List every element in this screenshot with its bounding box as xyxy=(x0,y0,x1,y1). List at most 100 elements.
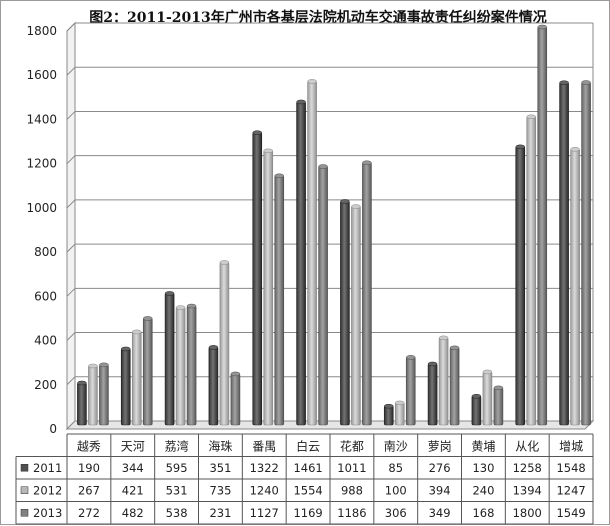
y-tick-label: 200 xyxy=(34,378,57,392)
y-tick-label: 1800 xyxy=(26,24,57,38)
bar-cap-2012-番禺 xyxy=(263,148,273,154)
bar-cap-2012-天河 xyxy=(132,329,142,335)
bar-cap-2012-从化 xyxy=(526,114,536,120)
bar-2013-萝岗 xyxy=(449,347,460,426)
table-cell: 1169 xyxy=(293,506,322,520)
bar-2012-增城 xyxy=(570,148,580,426)
bar-cap-2013-越秀 xyxy=(99,362,109,368)
bar-cap-2011-荔湾 xyxy=(164,291,175,296)
category-label: 白云 xyxy=(296,438,320,453)
category-label: 南沙 xyxy=(384,438,408,453)
bar-cap-2013-花都 xyxy=(362,160,372,166)
bar-2013-荔湾 xyxy=(186,305,197,426)
chart-title: 图2：2011-2013年广州市各基层法院机动车交通事故责任纠纷案件情况 xyxy=(89,9,546,26)
category-label: 荔湾 xyxy=(165,438,189,453)
y-tick-label: 0 xyxy=(49,422,57,436)
table-cell: 1461 xyxy=(293,461,322,475)
y-tick-label: 1000 xyxy=(26,201,57,215)
bar-2012-海珠 xyxy=(219,262,230,426)
bar-cap-2011-天河 xyxy=(121,346,131,352)
bar-cap-2012-花都 xyxy=(351,204,361,209)
table-cell: 1186 xyxy=(337,506,366,520)
table-cell: 267 xyxy=(78,483,100,497)
table-cell: 988 xyxy=(341,483,363,497)
category-label: 天河 xyxy=(121,439,145,453)
bar-cap-2011-南沙 xyxy=(384,403,394,409)
gridline xyxy=(66,287,593,297)
category-label: 黄埔 xyxy=(471,439,495,453)
gridline xyxy=(66,199,593,209)
bar-2011-海珠 xyxy=(208,347,219,426)
y-tick-label: 600 xyxy=(34,289,57,303)
bar-cap-2013-南沙 xyxy=(406,355,416,360)
back-wall xyxy=(75,23,593,421)
table-cell: 1127 xyxy=(250,506,279,520)
y-tick-label: 400 xyxy=(34,334,57,348)
bar-cap-2012-荔湾 xyxy=(175,305,186,310)
bar-2012-越秀 xyxy=(88,365,98,426)
bar-2013-花都 xyxy=(362,162,372,426)
bar-cap-2011-海珠 xyxy=(208,345,219,350)
bar-cap-2011-增城 xyxy=(559,80,569,85)
bar-cap-2011-花都 xyxy=(340,199,350,204)
table-cell: 276 xyxy=(429,461,451,475)
bar-cap-2013-番禺 xyxy=(274,173,284,179)
legend-swatch xyxy=(20,486,29,494)
bar-2011-黄埔 xyxy=(471,395,482,426)
y-tick-label: 1600 xyxy=(26,68,57,82)
gridline xyxy=(66,332,593,341)
bar-2013-南沙 xyxy=(405,357,416,426)
gridline xyxy=(66,376,593,386)
bar-2011-增城 xyxy=(559,82,569,426)
table-cell: 344 xyxy=(122,461,144,475)
category-label: 萝岗 xyxy=(428,439,452,453)
table-cell: 190 xyxy=(78,461,100,475)
table-cell: 1394 xyxy=(513,483,542,497)
bar-2011-从化 xyxy=(515,146,526,426)
bar-layer xyxy=(77,24,591,426)
table-cell: 531 xyxy=(166,483,188,497)
bar-2012-天河 xyxy=(131,331,142,426)
bar-cap-2011-从化 xyxy=(515,144,525,150)
bar-2011-南沙 xyxy=(383,405,394,426)
table-cell: 306 xyxy=(385,506,407,520)
bar-2012-黄埔 xyxy=(482,371,493,426)
bar-cap-2011-番禺 xyxy=(252,130,262,135)
bar-2012-南沙 xyxy=(394,402,405,426)
gridline xyxy=(66,66,593,76)
table-cell: 168 xyxy=(472,506,494,520)
table-cell: 1240 xyxy=(250,483,279,497)
bar-2012-花都 xyxy=(351,206,361,426)
table-cell: 231 xyxy=(209,506,231,520)
category-label: 花都 xyxy=(340,438,364,453)
table-cell: 1800 xyxy=(513,506,542,520)
bar-cap-2013-天河 xyxy=(143,316,153,321)
bar-cap-2011-萝岗 xyxy=(427,361,438,367)
gridline xyxy=(66,243,593,253)
bar-2011-萝岗 xyxy=(427,363,438,426)
bar-2012-荔湾 xyxy=(175,307,186,426)
left-wall xyxy=(66,21,76,431)
data-table: 越秀 天河 荔湾 海珠 番禺 白云 花都 南沙 萝岗 黄埔 从化 增城 2011 190 344 595 351… xyxy=(15,433,594,525)
table-cell: 595 xyxy=(166,461,188,475)
table-cell: 85 xyxy=(388,461,403,475)
legend-label: 2012 xyxy=(33,483,62,497)
legend-swatch xyxy=(20,509,29,517)
bar-2011-越秀 xyxy=(77,382,87,426)
category-label: 越秀 xyxy=(77,439,101,453)
bar-cap-2011-越秀 xyxy=(77,380,87,386)
bar-cap-2013-荔湾 xyxy=(186,303,197,309)
bar-cap-2013-黄埔 xyxy=(493,385,504,391)
bar-cap-2013-海珠 xyxy=(230,371,241,377)
axis-layer: 0 200 400 600 800 1000 1200 1400 1600 1800 xyxy=(26,24,57,436)
table-cell: 1011 xyxy=(337,461,366,475)
y-tick-label: 1400 xyxy=(26,112,57,126)
bar-cap-2012-黄埔 xyxy=(482,369,493,375)
table-cell: 1258 xyxy=(513,461,542,475)
bar-cap-2011-黄埔 xyxy=(471,394,482,399)
bar-cap-2011-白云 xyxy=(296,99,306,105)
table-cell: 1548 xyxy=(556,461,585,475)
bar-2011-天河 xyxy=(120,348,131,426)
